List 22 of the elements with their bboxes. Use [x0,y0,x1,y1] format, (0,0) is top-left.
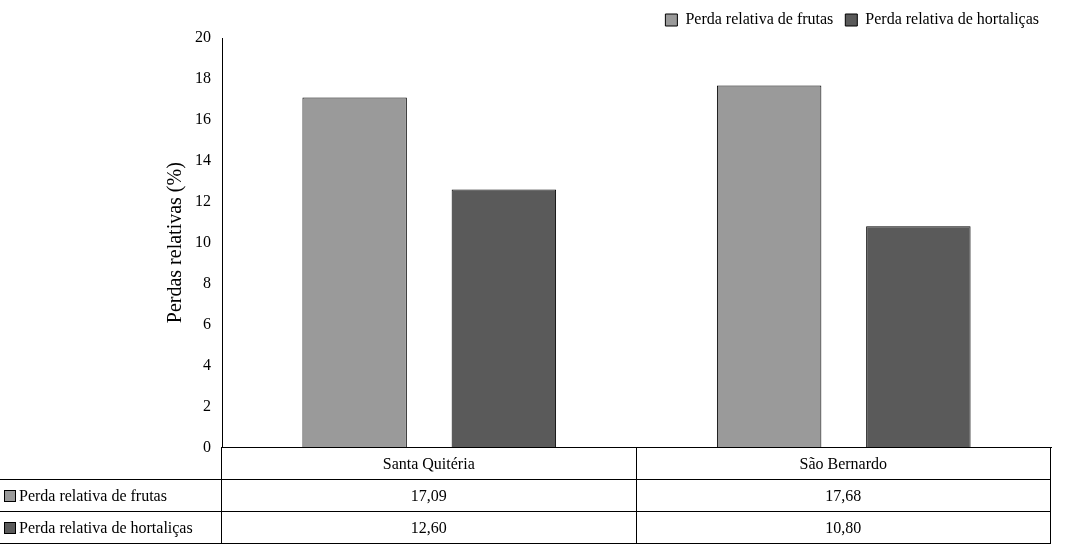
x-tick-label: Santa Quitéria [221,447,636,480]
legend-label: Perda relativa de frutas [685,10,834,28]
data-label: 17,68 [636,479,1051,512]
y-tick-label: 8 [203,273,211,291]
y-tick-label: 12 [195,191,211,209]
y-tick-label: 4 [203,355,211,373]
text: Perda relativa de frutas [19,486,167,504]
x-tick-label: São Bernardo [636,447,1051,480]
y-tick-label: 10 [195,232,211,250]
data-label: 10,80 [636,511,1051,544]
y-tick-label: 20 [195,28,211,46]
y-tick-label: 14 [195,151,211,169]
y-axis-title: Perdas relativas (%) [163,162,187,324]
text: Perda relativa de hortaliças [19,518,193,536]
y-tick-label: 18 [195,69,211,87]
data-label: 17,09 [221,479,636,512]
y-tick-label: 2 [203,396,211,414]
data-label: 12,60 [221,511,636,544]
y-tick-label: 16 [195,110,211,128]
legend-label: Perda relativa de hortaliças [865,10,1040,29]
y-tick-label: 6 [203,314,211,332]
y-tick-label: 0 [203,437,211,455]
